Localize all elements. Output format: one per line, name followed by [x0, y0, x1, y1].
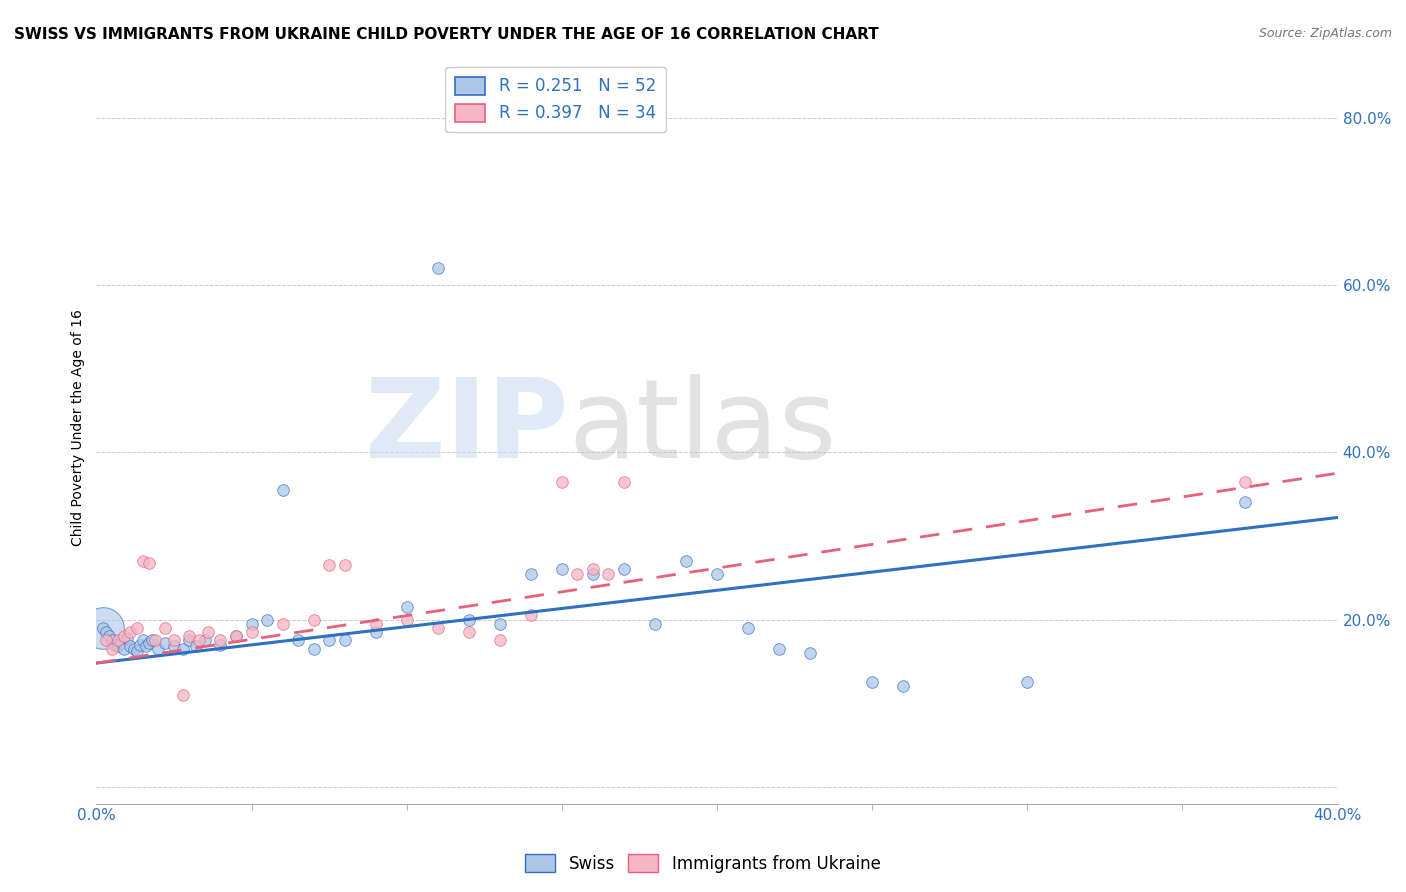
Point	[644, 616, 666, 631]
Point	[163, 633, 186, 648]
Point	[520, 608, 543, 623]
Point	[104, 638, 127, 652]
Point	[94, 625, 117, 640]
Point	[97, 629, 120, 643]
Point	[364, 625, 387, 640]
Point	[457, 613, 479, 627]
Point	[128, 638, 150, 652]
Point	[582, 566, 605, 581]
Point	[551, 475, 574, 489]
Point	[91, 621, 114, 635]
Point	[110, 636, 132, 650]
Point	[141, 633, 163, 648]
Point	[107, 633, 129, 648]
Point	[1017, 675, 1039, 690]
Point	[582, 562, 605, 576]
Point	[194, 633, 217, 648]
Point	[598, 566, 620, 581]
Point	[117, 631, 139, 645]
Point	[187, 633, 209, 648]
Point	[122, 641, 145, 656]
Point	[706, 566, 728, 581]
Point	[225, 629, 247, 643]
Point	[225, 629, 247, 643]
Point	[287, 633, 309, 648]
Point	[1233, 495, 1256, 509]
Point	[153, 621, 176, 635]
Point	[768, 641, 790, 656]
Point	[179, 629, 201, 643]
Point	[138, 556, 160, 570]
Point	[457, 625, 479, 640]
Legend: R = 0.251   N = 52, R = 0.397   N = 34: R = 0.251 N = 52, R = 0.397 N = 34	[446, 67, 666, 132]
Point	[333, 633, 356, 648]
Point	[138, 636, 160, 650]
Point	[107, 640, 129, 654]
Point	[112, 629, 135, 643]
Text: Source: ZipAtlas.com: Source: ZipAtlas.com	[1258, 27, 1392, 40]
Point	[120, 640, 142, 654]
Point	[135, 640, 157, 654]
Point	[1233, 475, 1256, 489]
Point	[318, 558, 340, 573]
Point	[488, 633, 510, 648]
Point	[799, 646, 821, 660]
Point	[488, 616, 510, 631]
Point	[860, 675, 883, 690]
Point	[112, 641, 135, 656]
Point	[209, 638, 232, 652]
Point	[364, 616, 387, 631]
Point	[613, 562, 636, 576]
Legend: Swiss, Immigrants from Ukraine: Swiss, Immigrants from Ukraine	[519, 847, 887, 880]
Y-axis label: Child Poverty Under the Age of 16: Child Poverty Under the Age of 16	[72, 309, 86, 546]
Point	[125, 621, 148, 635]
Point	[172, 641, 194, 656]
Point	[101, 641, 124, 656]
Text: atlas: atlas	[568, 374, 837, 481]
Point	[240, 616, 263, 631]
Point	[737, 621, 759, 635]
Point	[132, 554, 155, 568]
Point	[125, 644, 148, 658]
Point	[94, 633, 117, 648]
Point	[240, 625, 263, 640]
Point	[395, 613, 418, 627]
Point	[675, 554, 697, 568]
Point	[333, 558, 356, 573]
Point	[520, 566, 543, 581]
Point	[153, 636, 176, 650]
Point	[184, 640, 207, 654]
Point	[209, 633, 232, 648]
Point	[302, 641, 325, 656]
Point	[302, 613, 325, 627]
Text: SWISS VS IMMIGRANTS FROM UKRAINE CHILD POVERTY UNDER THE AGE OF 16 CORRELATION C: SWISS VS IMMIGRANTS FROM UKRAINE CHILD P…	[14, 27, 879, 42]
Point	[271, 616, 294, 631]
Point	[143, 633, 166, 648]
Point	[172, 688, 194, 702]
Point	[891, 680, 914, 694]
Point	[163, 640, 186, 654]
Point	[120, 625, 142, 640]
Point	[148, 641, 170, 656]
Text: ZIP: ZIP	[364, 374, 568, 481]
Point	[132, 633, 155, 648]
Point	[101, 633, 124, 648]
Point	[551, 562, 574, 576]
Point	[613, 475, 636, 489]
Point	[395, 600, 418, 615]
Point	[256, 613, 278, 627]
Point	[318, 633, 340, 648]
Point	[179, 633, 201, 648]
Point	[426, 621, 449, 635]
Point	[271, 483, 294, 497]
Point	[91, 621, 114, 635]
Point	[567, 566, 589, 581]
Point	[197, 625, 219, 640]
Point	[426, 261, 449, 276]
